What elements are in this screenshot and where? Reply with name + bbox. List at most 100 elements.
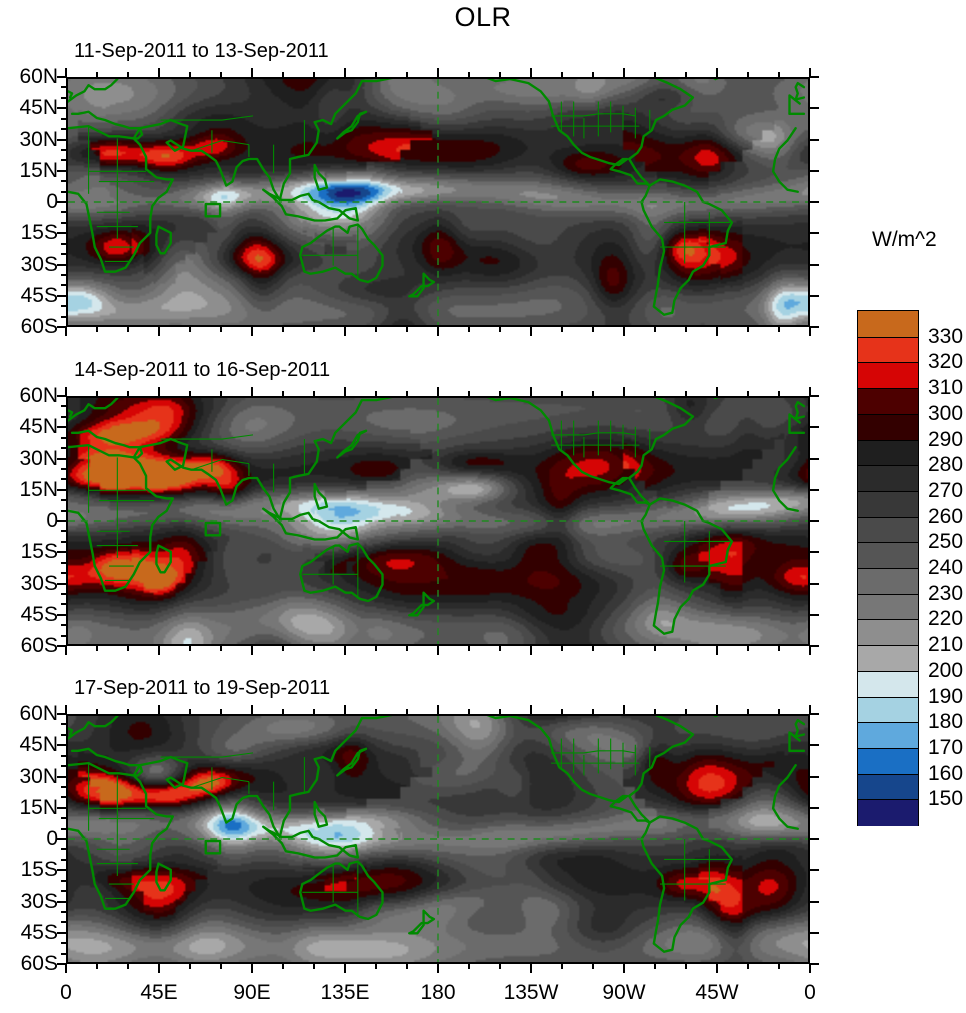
- y-axis-tick: [57, 613, 66, 616]
- y-axis-tick-right: [810, 232, 819, 235]
- x-axis-tick-top: [623, 68, 625, 77]
- x-axis-tick-top: [344, 705, 346, 714]
- x-axis-minor-tick: [499, 327, 501, 332]
- x-axis-minor-tick-top: [282, 391, 284, 396]
- y-axis-minor-tick: [61, 315, 66, 318]
- y-axis-tick: [57, 426, 66, 429]
- y-axis-label-2-5: 15S: [20, 540, 58, 564]
- colorbar-band-18: [858, 773, 918, 800]
- x-axis-minor-tick: [96, 327, 98, 332]
- x-axis-minor-tick-top: [282, 72, 284, 77]
- y-axis-minor-tick: [61, 561, 66, 564]
- x-axis-minor-tick-top: [375, 391, 377, 396]
- x-axis-minor-tick-top: [561, 709, 563, 714]
- x-axis-minor-tick-top: [592, 391, 594, 396]
- x-axis-minor-tick-top: [313, 391, 315, 396]
- colorbar-tick-label-1: 320: [928, 350, 964, 374]
- x-axis-tick-top: [158, 68, 160, 77]
- y-axis-tick: [57, 645, 66, 647]
- colorbar-separator: [858, 465, 918, 467]
- y-axis-tick: [57, 294, 66, 297]
- x-axis-minor-tick: [375, 646, 377, 651]
- y-axis-tick: [57, 263, 66, 266]
- x-axis-minor-tick: [747, 327, 749, 332]
- x-axis-tick-bottom: [530, 964, 532, 973]
- map-panel-2[interactable]: [66, 396, 810, 646]
- colorbar-band-14: [858, 670, 918, 698]
- x-axis-tick-bottom: [65, 327, 67, 336]
- x-axis-minor-tick: [592, 327, 594, 332]
- x-axis-minor-tick-top: [468, 391, 470, 396]
- y-axis-minor-tick: [61, 478, 66, 481]
- y-axis-tick: [57, 900, 66, 903]
- y-axis-minor-tick: [61, 180, 66, 183]
- colorbar-tick-label-17: 160: [928, 761, 964, 785]
- x-axis-minor-tick-top: [189, 709, 191, 714]
- colorbar-band-13: [858, 645, 918, 672]
- map-panel-1[interactable]: [66, 77, 810, 327]
- y-axis-tick: [57, 457, 66, 460]
- y-axis-label-1-4: 0: [46, 190, 58, 213]
- x-axis-minor-tick-top: [220, 709, 222, 714]
- colorbar-separator: [858, 619, 918, 621]
- x-axis-minor-tick: [561, 646, 563, 651]
- x-axis-minor-tick-top: [685, 72, 687, 77]
- y-axis-tick-right: [810, 169, 819, 172]
- colorbar-band-16: [858, 722, 918, 749]
- x-axis-tick-bottom: [65, 646, 67, 655]
- y-axis-minor-tick: [61, 305, 66, 308]
- x-axis-minor-tick: [778, 646, 780, 651]
- y-axis-tick-right: [810, 645, 819, 647]
- y-axis-tick: [57, 775, 66, 778]
- y-axis-minor-tick: [61, 117, 66, 120]
- x-axis-minor-tick: [685, 964, 687, 969]
- y-axis-minor-tick: [61, 827, 66, 830]
- y-axis-minor-tick: [61, 592, 66, 595]
- y-axis-minor-tick: [61, 765, 66, 768]
- x-axis-minor-tick: [313, 646, 315, 651]
- x-axis-tick-top: [158, 387, 160, 396]
- panel-title-2: 14-Sep-2011 to 16-Sep-2011: [74, 359, 331, 381]
- y-axis-minor-tick: [61, 817, 66, 820]
- y-axis-minor-tick: [61, 796, 66, 799]
- colorbar-tick-label-16: 170: [928, 735, 964, 759]
- colorbar-separator: [858, 362, 918, 364]
- colorbar-separator: [858, 670, 918, 672]
- y-axis-label-2-1: 45N: [19, 415, 58, 439]
- panel-title-1: 11-Sep-2011 to 13-Sep-2011: [74, 40, 329, 62]
- y-axis-minor-tick: [61, 242, 66, 245]
- colorbar-separator: [858, 773, 918, 775]
- x-axis-tick-top: [437, 68, 439, 77]
- x-axis-tick-bottom: [623, 646, 625, 655]
- x-axis-minor-tick: [747, 646, 749, 651]
- y-axis-label-1-7: 45S: [20, 283, 58, 307]
- x-axis-minor-tick-top: [406, 709, 408, 714]
- y-axis-tick: [57, 488, 66, 491]
- y-axis-minor-tick: [61, 634, 66, 637]
- colorbar-band-11: [858, 593, 918, 620]
- x-axis-minor-tick: [375, 964, 377, 969]
- x-axis-minor-tick: [282, 646, 284, 651]
- map-panel-3[interactable]: [66, 714, 810, 964]
- x-axis-tick-top: [623, 387, 625, 396]
- y-axis-minor-tick: [61, 415, 66, 418]
- x-axis-minor-tick-top: [220, 391, 222, 396]
- y-axis-tick: [57, 582, 66, 585]
- y-axis-label-1-6: 30S: [20, 252, 58, 276]
- colorbar-separator: [858, 722, 918, 724]
- x-axis-minor-tick-top: [685, 709, 687, 714]
- x-axis-tick-top: [623, 705, 625, 714]
- y-axis-minor-tick: [61, 952, 66, 955]
- x-axis-minor-tick-top: [561, 391, 563, 396]
- y-axis-minor-tick: [61, 785, 66, 788]
- y-axis-label-1-0: 60N: [19, 65, 58, 88]
- colorbar-band-7: [858, 490, 918, 518]
- y-axis-minor-tick: [61, 499, 66, 502]
- y-axis-tick-right: [810, 488, 819, 491]
- y-axis-tick-right: [810, 551, 819, 554]
- y-axis-label-1-1: 45N: [19, 96, 58, 120]
- colorbar-band-2: [858, 362, 918, 389]
- y-axis-minor-tick: [61, 754, 66, 757]
- x-axis-minor-tick-top: [127, 709, 129, 714]
- y-axis-tick-right: [810, 713, 819, 715]
